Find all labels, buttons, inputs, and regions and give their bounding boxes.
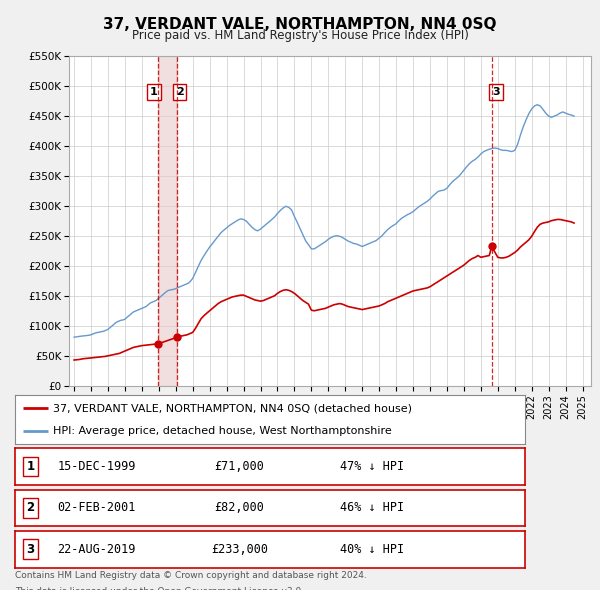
Text: 46% ↓ HPI: 46% ↓ HPI xyxy=(340,502,404,514)
Text: 40% ↓ HPI: 40% ↓ HPI xyxy=(340,543,404,556)
Text: 3: 3 xyxy=(26,543,34,556)
Text: 1: 1 xyxy=(26,460,34,473)
Text: Price paid vs. HM Land Registry's House Price Index (HPI): Price paid vs. HM Land Registry's House … xyxy=(131,30,469,42)
Text: Contains HM Land Registry data © Crown copyright and database right 2024.: Contains HM Land Registry data © Crown c… xyxy=(15,571,367,579)
Text: 2: 2 xyxy=(176,87,184,97)
Text: 1: 1 xyxy=(150,87,158,97)
Text: 22-AUG-2019: 22-AUG-2019 xyxy=(58,543,136,556)
Text: 2: 2 xyxy=(26,502,34,514)
Text: HPI: Average price, detached house, West Northamptonshire: HPI: Average price, detached house, West… xyxy=(53,425,392,435)
Text: 15-DEC-1999: 15-DEC-1999 xyxy=(58,460,136,473)
Text: 37, VERDANT VALE, NORTHAMPTON, NN4 0SQ: 37, VERDANT VALE, NORTHAMPTON, NN4 0SQ xyxy=(103,17,497,31)
Text: 3: 3 xyxy=(492,87,500,97)
Text: 37, VERDANT VALE, NORTHAMPTON, NN4 0SQ (detached house): 37, VERDANT VALE, NORTHAMPTON, NN4 0SQ (… xyxy=(53,404,412,414)
Text: £233,000: £233,000 xyxy=(211,543,268,556)
Text: 02-FEB-2001: 02-FEB-2001 xyxy=(58,502,136,514)
Text: 47% ↓ HPI: 47% ↓ HPI xyxy=(340,460,404,473)
Text: This data is licensed under the Open Government Licence v3.0.: This data is licensed under the Open Gov… xyxy=(15,587,304,590)
Text: £82,000: £82,000 xyxy=(214,502,265,514)
Bar xyxy=(158,56,177,386)
Text: £71,000: £71,000 xyxy=(214,460,265,473)
